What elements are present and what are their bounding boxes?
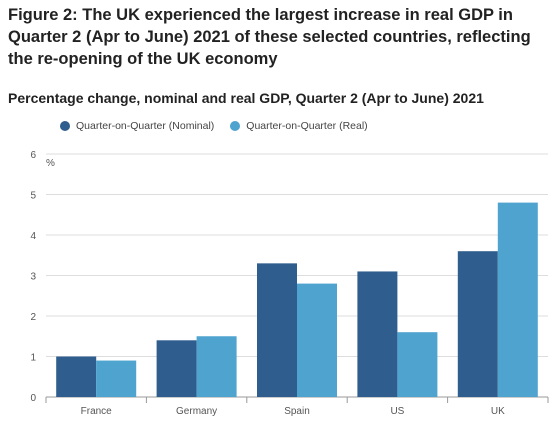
- bar-uk-real: [497, 202, 538, 397]
- x-tick-label-france: France: [81, 406, 113, 417]
- bar-us-nominal: [357, 271, 398, 397]
- bar-france-real: [96, 360, 137, 397]
- legend-item-nominal: Quarter-on-Quarter (Nominal): [60, 120, 214, 132]
- y-tick-label-0: 0: [30, 393, 36, 404]
- bar-us-real: [397, 332, 438, 397]
- bar-spain-nominal: [257, 263, 297, 397]
- bar-uk-nominal: [457, 251, 498, 397]
- legend-item-real: Quarter-on-Quarter (Real): [230, 120, 368, 132]
- y-tick-label-2: 2: [30, 312, 36, 323]
- legend-label-real: Quarter-on-Quarter (Real): [246, 120, 368, 132]
- legend-swatch-nominal: [60, 121, 70, 131]
- bar-france-nominal: [56, 356, 97, 397]
- x-tick-label-spain: Spain: [284, 406, 310, 417]
- legend-swatch-real: [230, 121, 241, 131]
- legend: Quarter-on-Quarter (Nominal) Quarter-on-…: [60, 120, 384, 132]
- legend-label-nominal: Quarter-on-Quarter (Nominal): [76, 120, 215, 132]
- y-tick-label-1: 1: [30, 353, 36, 364]
- y-tick-label-5: 5: [30, 191, 36, 202]
- bar-germany-real: [196, 336, 237, 397]
- chart-subtitle: Percentage change, nominal and real GDP,…: [8, 90, 484, 106]
- x-tick-label-us: US: [390, 406, 404, 417]
- bar-germany-nominal: [156, 340, 197, 397]
- y-tick-label-6: 6: [30, 150, 36, 161]
- y-tick-label-3: 3: [30, 272, 36, 283]
- chart-title: Figure 2: The UK experienced the largest…: [8, 6, 531, 68]
- bar-spain-real: [297, 283, 337, 397]
- x-tick-label-germany: Germany: [176, 406, 217, 417]
- y-axis-unit: %: [46, 158, 55, 169]
- y-tick-label-4: 4: [30, 231, 36, 242]
- x-tick-label-uk: UK: [491, 406, 505, 417]
